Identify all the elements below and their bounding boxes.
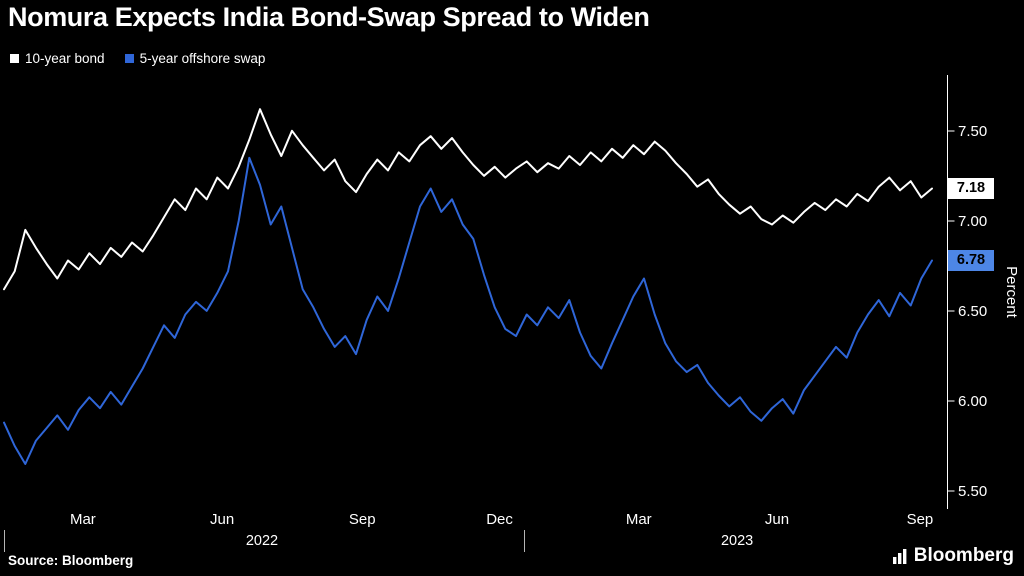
- legend-item-5-year-offshore-swap: 5-year offshore swap: [124, 51, 266, 66]
- legend-swatch-5-year-offshore-swap: [124, 54, 134, 63]
- last-value-label-5-year-offshore-swap: 6.78: [948, 249, 994, 271]
- y-axis-tick-label: 6.00: [958, 392, 988, 410]
- legend-label-10-year-bond: 10-year bond: [25, 51, 105, 66]
- chart-title: Nomura Expects India Bond-Swap Spread to…: [8, 2, 650, 32]
- chart-legend: 10-year bond 5-year offshore swap: [10, 51, 265, 66]
- x-axis-year-label: 2023: [720, 533, 754, 549]
- y-axis-tick-label: 7.50: [958, 122, 988, 140]
- source-attribution: Source: Bloomberg: [8, 553, 134, 568]
- last-value-label-10-year-bond: 7.18: [948, 177, 994, 199]
- bloomberg-logo: Bloomberg: [892, 545, 1014, 567]
- y-axis-tick-label: 7.00: [958, 212, 988, 230]
- legend-item-10-year-bond: 10-year bond: [10, 51, 105, 66]
- bloomberg-wordmark: Bloomberg: [913, 545, 1014, 566]
- year-separator-tick: [4, 530, 5, 552]
- y-axis-tick-label: 6.50: [958, 302, 988, 320]
- series-line-5-year-offshore-swap: [3, 156, 933, 465]
- y-axis-tick-label: 5.50: [958, 482, 988, 500]
- plot-canvas: [3, 75, 955, 509]
- year-separator-tick: [523, 530, 525, 552]
- x-axis-month-label: Sep: [348, 511, 376, 528]
- x-axis-month-label: Dec: [486, 511, 513, 528]
- x-axis-month-label: Mar: [625, 511, 652, 528]
- x-axis-year-label: 2022: [245, 533, 279, 549]
- y-axis-title: Percent: [1003, 266, 1020, 318]
- bloomberg-bars-icon: [892, 549, 907, 564]
- x-axis-month-label: Jun: [764, 511, 790, 528]
- x-axis-month-label: Sep: [906, 511, 934, 528]
- series-line-10-year-bond: [3, 108, 933, 291]
- x-axis-month-label: Jun: [209, 511, 235, 528]
- plot-area: [0, 75, 1024, 509]
- legend-swatch-10-year-bond: [10, 54, 19, 63]
- legend-label-5-year-offshore-swap: 5-year offshore swap: [139, 51, 266, 66]
- x-axis-month-label: Mar: [69, 511, 96, 528]
